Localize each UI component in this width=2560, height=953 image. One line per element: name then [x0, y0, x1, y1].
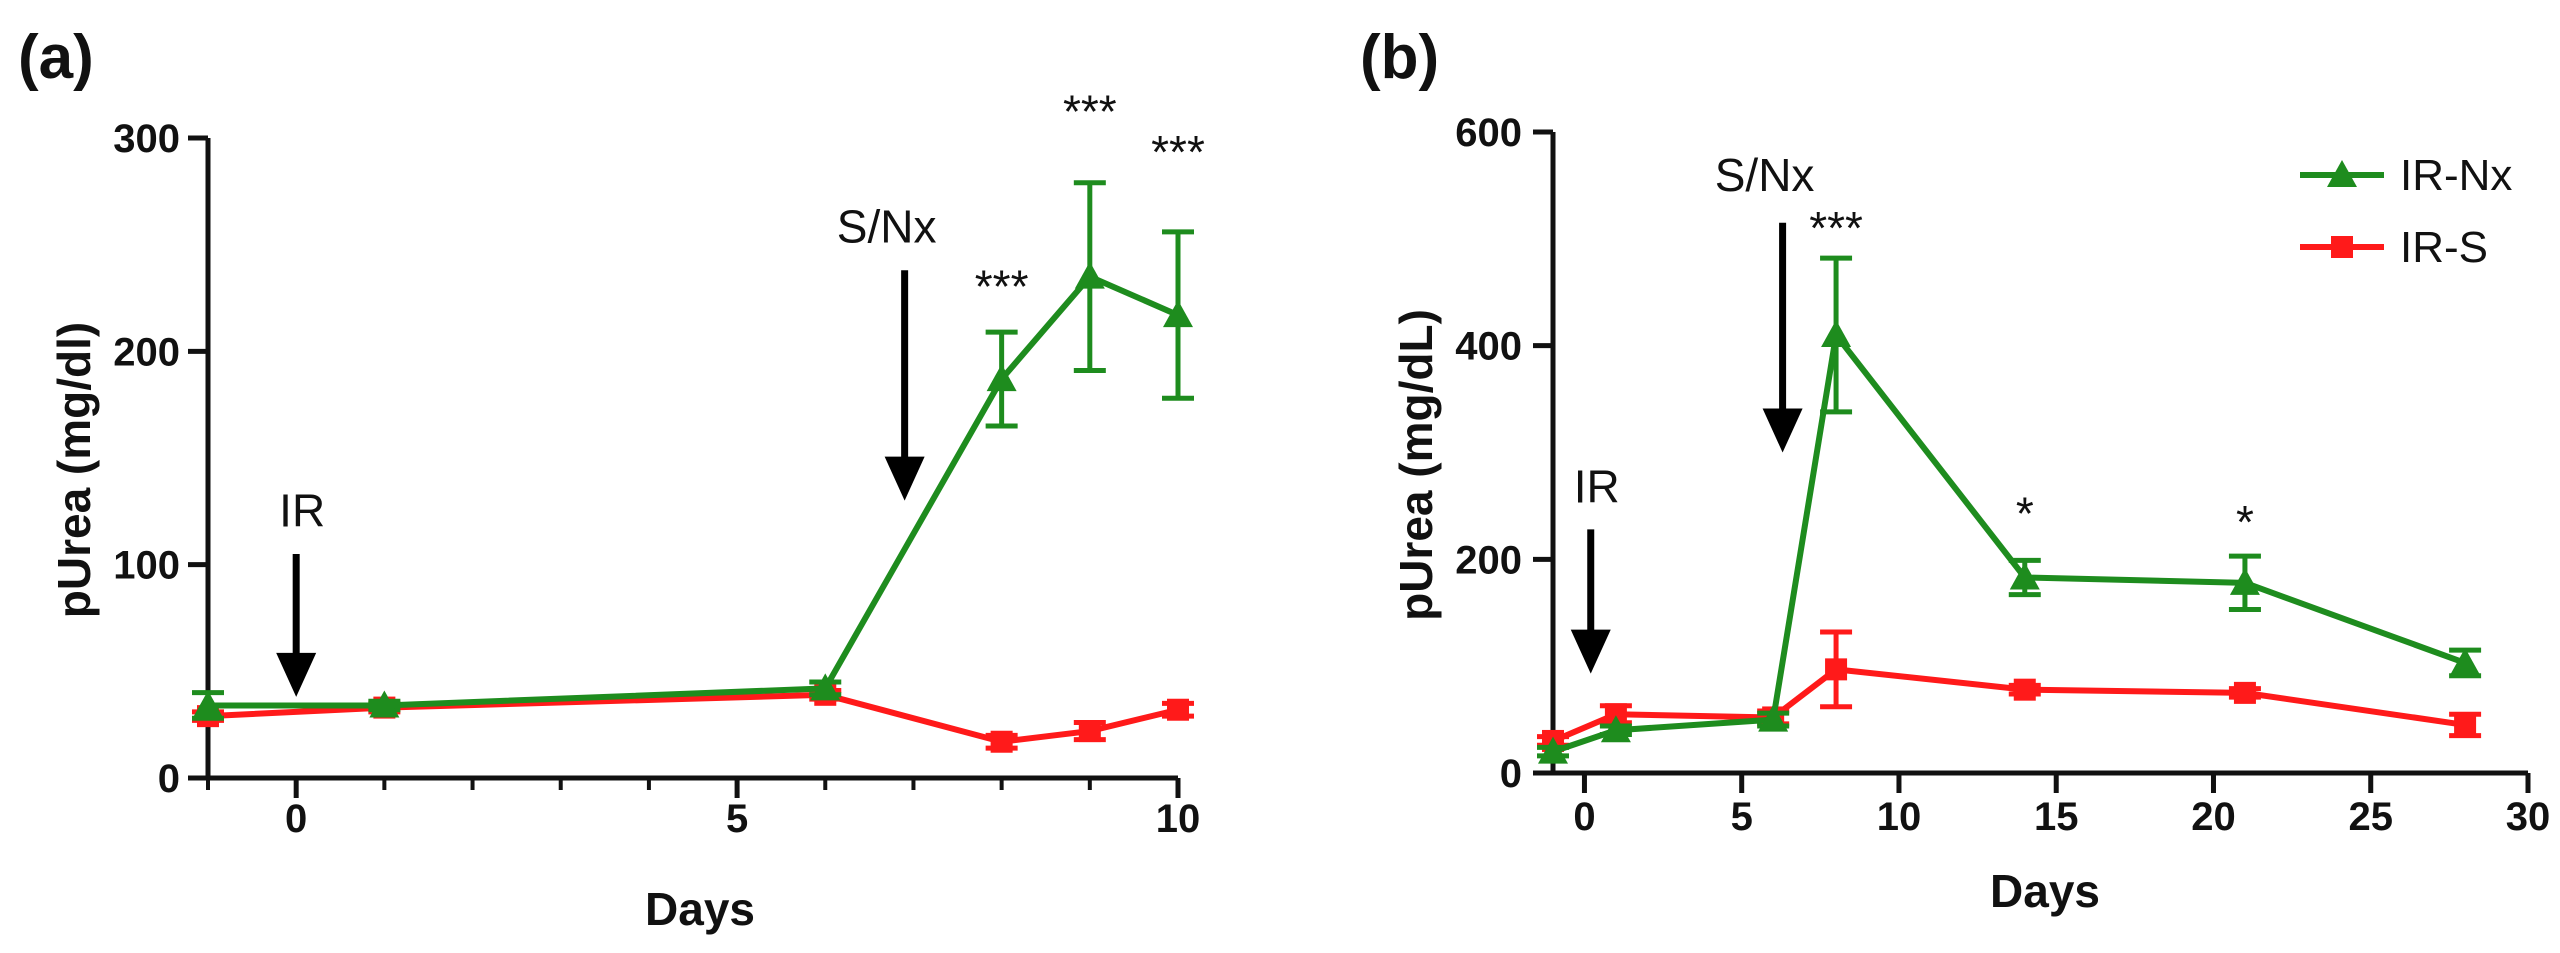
panel-b-ir-nx-point — [2009, 562, 2040, 590]
panel-b-arrow-2-label: S/Nx — [1715, 149, 1815, 201]
panel-b-x-tick-label: 0 — [1573, 795, 1595, 839]
panel-a-label: (a) — [18, 23, 94, 92]
panel-b-ir-s-point — [2454, 713, 2477, 736]
panel-b-ir-s-point — [1604, 703, 1627, 726]
panel-a-significance-label: *** — [1063, 85, 1117, 137]
panel-b-legend-ir-s-label: IR-S — [2400, 223, 2488, 272]
panel-b-y-tick-label: 600 — [1455, 111, 1522, 155]
panel-b-x-tick-label: 5 — [1731, 795, 1753, 839]
panel-b-x-tick-label: 10 — [1877, 795, 1922, 839]
panel-a-x-tick-label: 10 — [1156, 797, 1201, 841]
panel-a-arrow-1-label: IR — [279, 484, 325, 536]
panel-a-ir-s-point — [1078, 720, 1101, 743]
panel-a-ir-nx-point — [1074, 261, 1105, 289]
panel-a-ir-s-point — [990, 730, 1013, 753]
panel-a-y-tick-label: 0 — [158, 757, 180, 801]
panel-b-legend-ir-nx-label: IR-Nx — [2400, 151, 2512, 200]
panel-b-significance-label: * — [2236, 496, 2254, 548]
panel-a-ir-nx-point — [810, 673, 841, 701]
panel-b-significance-label: *** — [1809, 202, 1863, 254]
panel-a-y-tick-label: 200 — [113, 330, 180, 374]
panel-b-arrow-2-head — [1762, 408, 1803, 453]
panel-a-arrow-2-label: S/Nx — [837, 201, 937, 253]
panel-b-significance-label: * — [2016, 487, 2034, 539]
panel-a-ir-s-line — [207, 691, 1179, 745]
panel-b-legend-ir-nx-swatch-marker — [2327, 160, 2357, 187]
panel-b-ir-nx-point — [1538, 736, 1568, 764]
panel-a-x-tick-label: 0 — [285, 797, 307, 841]
panel-a-ir-s-point — [1167, 698, 1189, 721]
panel-b-ir-nx-point — [1600, 715, 1631, 743]
panel-b-x-tick-label: 25 — [2348, 795, 2393, 839]
panel-a-arrow-1-head — [276, 652, 317, 697]
panel-b: (b) pUrea (mg/dL) Days 0 200 400 600 0 5 10 15 2… — [1360, 23, 2550, 917]
panel-b-arrow-1-label: IR — [1574, 461, 1620, 513]
panel-a-x-axis-title: Days — [645, 883, 755, 935]
panel-b-ir-nx-point — [1758, 704, 1789, 732]
panel-b-ir-nx-point — [2229, 567, 2260, 595]
panel-b-y-tick-label: 200 — [1455, 538, 1522, 582]
panel-a-significance-label: *** — [1151, 126, 1205, 178]
panel-b-arrow-1-head — [1570, 629, 1611, 674]
panel-b-ir-s-line — [1551, 666, 2466, 744]
panel-a-x-tick-label: 5 — [726, 797, 748, 841]
panel-b-x-axis-title: Days — [1990, 865, 2100, 917]
panel-b-y-axis-title: pUrea (mg/dL) — [1390, 309, 1442, 621]
panel-b-ir-s-point — [2013, 678, 2036, 701]
panel-b-ir-s-point — [2233, 681, 2256, 704]
panel-a-ir-nx-line — [208, 273, 1180, 709]
panel-a-ir-nx-point — [193, 690, 223, 718]
panel-a: (a) pUrea (mg/dl) Days 0 100 200 300 0 5 10 IR S… — [18, 23, 1205, 935]
panel-b-x-tick-label: 20 — [2191, 795, 2236, 839]
panel-b-x-tick-label: 15 — [2034, 795, 2079, 839]
panel-b-y-tick-label: 400 — [1455, 325, 1522, 369]
panel-a-y-tick-label: 100 — [113, 544, 180, 588]
panel-a-y-axis-title: pUrea (mg/dl) — [48, 322, 100, 618]
panel-b-ir-s-point — [1825, 658, 1848, 681]
panel-a-ir-nx-point — [1163, 300, 1193, 328]
panel-b-legend-ir-s-swatch-marker — [2331, 236, 2353, 258]
panel-b-label: (b) — [1360, 23, 1439, 92]
panel-a-significance-label: *** — [975, 260, 1029, 312]
panel-b-ir-nx-point — [2450, 647, 2481, 675]
panel-b-ir-nx-point — [1821, 319, 1852, 347]
panel-b-y-tick-label: 0 — [1500, 752, 1522, 796]
panel-a-y-tick-label: 300 — [113, 117, 180, 161]
panel-a-ir-nx-point — [369, 690, 400, 718]
panel-a-ir-nx-point — [986, 364, 1017, 392]
panel-a-arrow-2-head — [884, 456, 925, 501]
panel-b-x-tick-label: 30 — [2506, 795, 2551, 839]
